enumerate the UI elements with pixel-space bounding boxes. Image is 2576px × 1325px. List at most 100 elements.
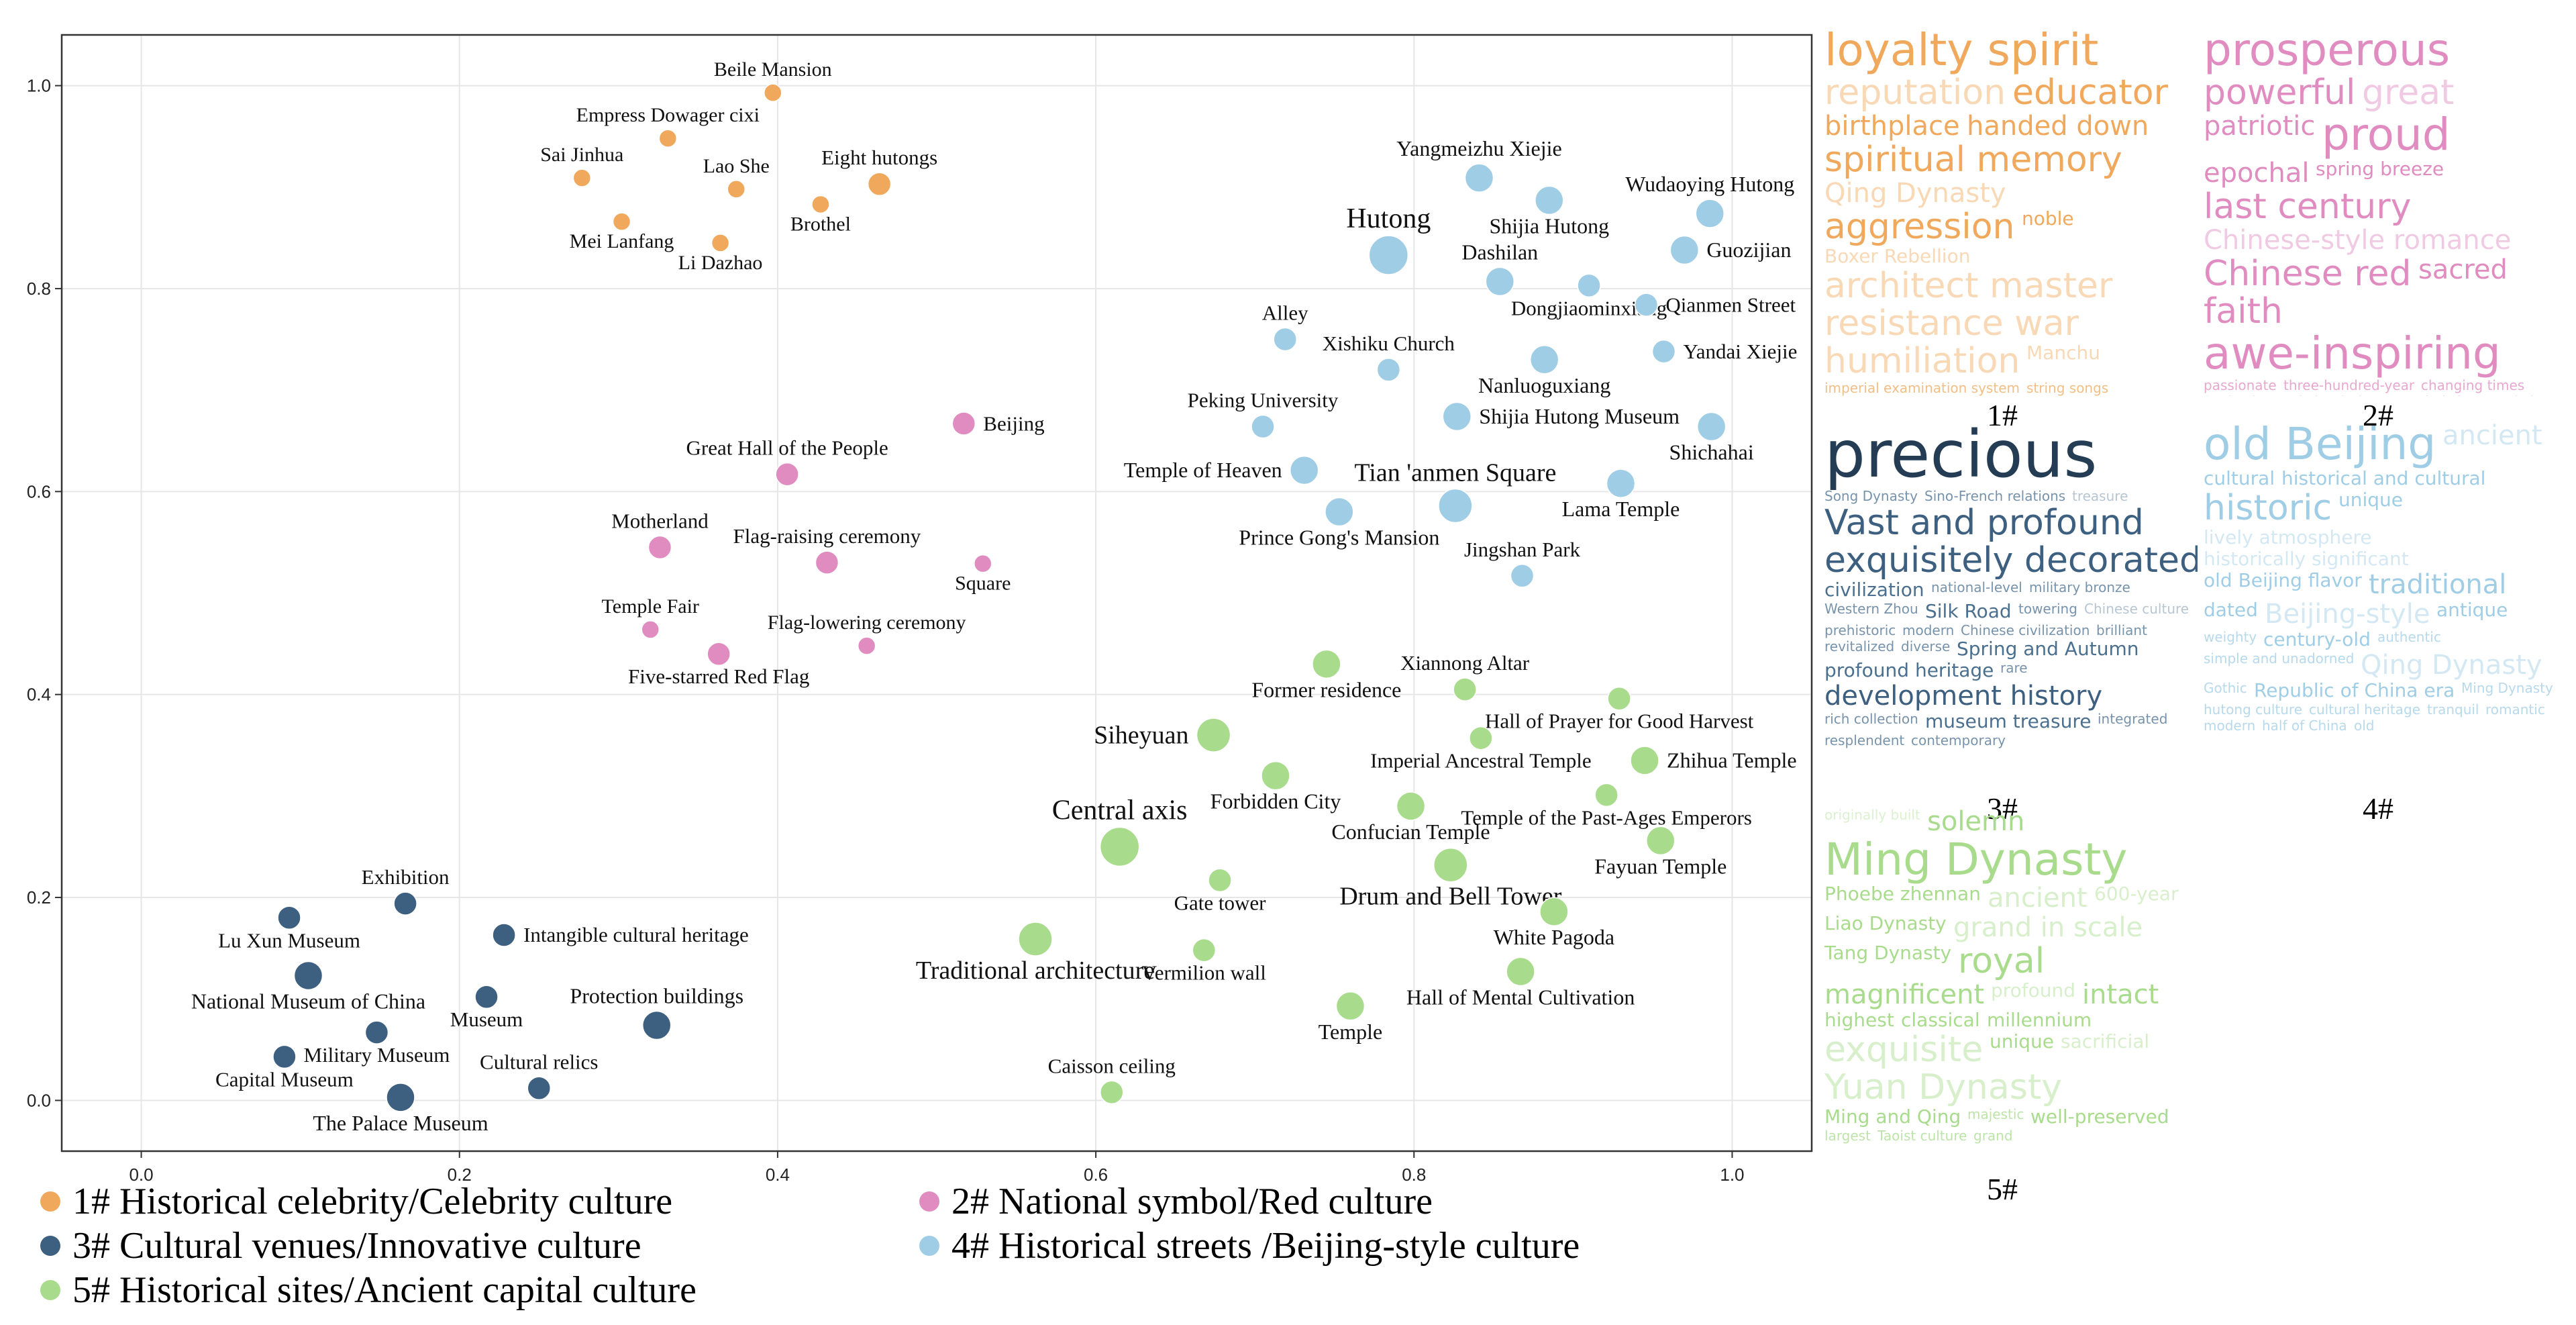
point-label: Beijing	[983, 411, 1044, 435]
word-cloud-word: precious	[1824, 420, 2098, 492]
word-cloud-word: Vast and profound	[1824, 503, 2144, 543]
word-cloud-word: rare	[2000, 660, 2028, 676]
word-cloud-label-4: 4#	[2363, 791, 2393, 826]
word-cloud-word: exquisitely decorated	[1824, 540, 2198, 581]
word-cloud-4: old Beijing ancient cultural historical and…	[2201, 420, 2563, 792]
point-label: Xiannong Altar	[1400, 651, 1530, 675]
point-label: Tian 'anmen Square	[1354, 458, 1556, 487]
point-series-1	[811, 195, 830, 214]
point-label: Drum and Bell Tower	[1339, 883, 1562, 911]
point-series-3	[293, 961, 323, 991]
word-cloud-word: Liao Dynasty	[1824, 912, 1947, 934]
point-label: Confucian Temple	[1331, 820, 1490, 844]
point-label: Prince Gong's Mansion	[1239, 526, 1439, 550]
word-cloud-word: Soviet	[2204, 395, 2245, 396]
word-cloud-word: brilliant	[2096, 622, 2147, 638]
word-cloud-word: Spring and Autumn	[1957, 638, 2139, 660]
word-cloud-word: faith	[2204, 291, 2283, 332]
point-series-1	[867, 172, 892, 196]
point-label: The Palace Museum	[313, 1111, 488, 1135]
y-tick-label: 0.8	[27, 279, 51, 299]
word-cloud-word: string songs	[2026, 380, 2109, 396]
word-cloud-word: integrated	[2098, 711, 2168, 727]
word-cloud-word: lively atmosphere	[2204, 526, 2372, 548]
point-label: Eight hutongs	[821, 146, 937, 169]
point-series-4	[1325, 497, 1354, 527]
word-cloud-word: military bronze	[2029, 579, 2130, 595]
point-series-1	[658, 129, 678, 148]
word-cloud-word: epochal	[2204, 158, 2310, 189]
point-label: Forbidden City	[1210, 789, 1341, 814]
point-series-5	[1630, 746, 1659, 775]
point-series-2	[974, 554, 992, 573]
point-series-5	[1646, 826, 1676, 856]
point-series-5	[1433, 847, 1468, 883]
word-cloud-word: imperial examination system	[1824, 380, 2020, 396]
word-cloud-word: Western Zhou	[1824, 601, 1918, 617]
word-cloud-word: historically significant	[2204, 548, 2409, 570]
word-cloud-word: grand in scale	[1953, 912, 2143, 943]
word-cloud-word: hutong culture	[2204, 701, 2302, 718]
point-series-2	[815, 550, 839, 575]
word-cloud-word: ancient	[1988, 883, 2088, 914]
point-series-2	[707, 642, 731, 666]
point-label: Lama Temple	[1562, 497, 1680, 521]
word-cloud-word: Chinese culture	[2084, 601, 2189, 617]
legend-item-3: 3# Cultural venues/Innovative culture	[40, 1224, 641, 1267]
point-series-2	[857, 636, 876, 655]
legend-label-3: 3# Cultural venues/Innovative culture	[72, 1225, 641, 1267]
word-cloud-word: last century	[2204, 187, 2412, 227]
legend-marker-4	[919, 1236, 939, 1256]
word-cloud-word: largest	[1824, 1128, 1871, 1144]
point-label: Peking University	[1188, 389, 1339, 412]
point-series-1	[764, 83, 782, 102]
word-cloud-word: rich collection	[1824, 711, 1918, 727]
point-label: Five-starred Red Flag	[628, 665, 809, 688]
word-cloud-word: passionate	[2204, 377, 2277, 393]
word-cloud-word: dated	[2204, 599, 2258, 621]
point-series-1	[727, 180, 746, 199]
legend-item-1: 1# Historical celebrity/Celebrity cultur…	[40, 1180, 672, 1223]
x-tick-label: 0.0	[129, 1165, 153, 1181]
point-series-3	[364, 1020, 389, 1044]
word-cloud-word: towering	[2018, 601, 2077, 617]
word-cloud-word: proud	[2322, 109, 2451, 160]
word-cloud-word: grand	[1973, 1128, 2013, 1144]
point-label: Beile Mansion	[714, 58, 832, 81]
word-cloud-word: sacred	[2418, 254, 2508, 285]
word-cloud-word: Sino-French relations	[1924, 488, 2066, 504]
word-cloud-word: old Beijing	[2204, 420, 2436, 470]
legend-item-4: 4# Historical streets /Beijing-style cul…	[919, 1224, 1580, 1267]
word-cloud-word: 600-year	[2094, 883, 2179, 905]
word-cloud-word: glorious	[2332, 395, 2386, 396]
point-label: Great Hall of the People	[686, 436, 888, 460]
point-series-3	[386, 1083, 415, 1112]
word-cloud-word: handed down	[1967, 111, 2149, 142]
y-tick-label: 1.0	[27, 76, 51, 96]
word-cloud-word: classical	[1901, 1009, 1980, 1031]
word-cloud-word: contemporary	[1911, 732, 2006, 748]
word-cloud-word: historical and cultural	[2281, 467, 2486, 489]
word-cloud-word: Qing Dynasty	[2361, 650, 2542, 681]
word-cloud-word: intact	[2082, 979, 2159, 1010]
word-cloud-word: traditional	[2369, 569, 2507, 600]
point-series-4	[1695, 199, 1725, 228]
legend-item-5: 5# Historical sites/Ancient capital cult…	[40, 1269, 697, 1312]
word-cloud-word: resplendent	[1824, 732, 1905, 748]
word-cloud-word: Qing Dynasty	[1824, 178, 2006, 209]
word-cloud-word: treasure	[2072, 488, 2128, 504]
point-series-3	[474, 985, 499, 1009]
word-cloud-word: civilization	[1824, 579, 1924, 601]
point-label: Flag-raising ceremony	[733, 524, 921, 548]
point-label: Mei Lanfang	[570, 230, 674, 252]
point-label: Hall of Mental Cultivation	[1406, 985, 1635, 1009]
point-label: Shijia Hutong	[1489, 213, 1609, 238]
word-cloud-word: revitalized	[1824, 638, 1895, 654]
point-label: Lu Xun Museum	[218, 928, 360, 952]
point-series-3	[527, 1076, 552, 1101]
word-cloud-word: Phoebe zhennan	[1824, 883, 1981, 905]
word-cloud-word: Beijing-style	[2265, 599, 2430, 630]
point-series-3	[272, 1044, 297, 1069]
point-label: Lao She	[703, 155, 770, 177]
word-cloud-word: old Beijing flavor	[2204, 569, 2362, 591]
